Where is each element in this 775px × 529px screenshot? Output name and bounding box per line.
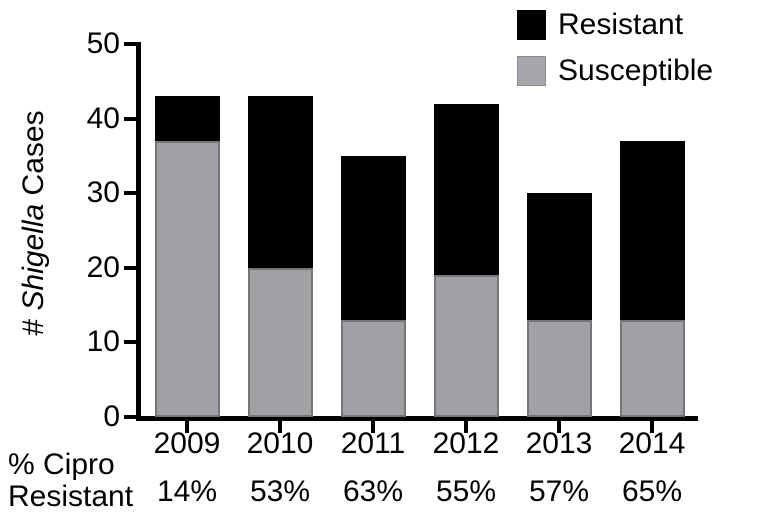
x-tick-2011: [371, 421, 375, 433]
y-tick-label-20: 20: [86, 250, 120, 284]
resistant-swatch-icon: [517, 10, 546, 40]
y-tick-label-50: 50: [86, 27, 120, 60]
susceptible-swatch-icon: [517, 56, 546, 86]
legend: Resistant Susceptible: [517, 2, 713, 94]
bar-2014-susceptible-segment: [619, 320, 685, 417]
bar-2010-susceptible-segment: [247, 267, 313, 417]
bar-2013-resistant-segment: [526, 193, 592, 320]
x-tick-label-2012: 2012: [432, 427, 500, 460]
y-tick-10: [124, 340, 138, 345]
pct-label-2010: 53%: [249, 475, 311, 508]
pct-label-2013: 57%: [528, 475, 590, 508]
bar-2010-resistant-segment: [247, 96, 313, 268]
pct-label-2009: 14%: [156, 475, 218, 508]
legend-item-susceptible: Susceptible: [517, 48, 713, 94]
y-tick-0: [124, 415, 138, 419]
legend-item-resistant: Resistant: [517, 2, 713, 48]
bar-2009-susceptible-segment: [154, 140, 220, 417]
y-axis-title: # Shigella Cases: [17, 110, 51, 335]
y-tick-50: [124, 42, 138, 46]
legend-label-resistant: Resistant: [558, 8, 684, 41]
bar-2013-susceptible-segment: [526, 320, 592, 417]
x-tick-2009: [185, 421, 189, 433]
x-tick-label-2009: 2009: [153, 427, 221, 460]
bar-2012-susceptible-segment: [433, 275, 499, 417]
y-tick-30: [124, 191, 138, 196]
y-tick-label-30: 30: [86, 176, 120, 210]
x-axis-note-line1: % Cipro: [8, 448, 115, 481]
y-tick-40: [124, 116, 138, 121]
x-tick-2012: [464, 421, 468, 433]
x-tick-2010: [278, 421, 282, 433]
bar-2012-resistant-segment: [433, 103, 499, 276]
x-axis-note-line2: Resistant: [8, 480, 134, 513]
x-tick-2013: [557, 421, 561, 433]
x-tick-2014: [650, 421, 654, 433]
x-axis-note: % Cipro Resistant: [8, 449, 133, 513]
bar-2011-susceptible-segment: [340, 320, 406, 417]
pct-label-2014: 65%: [621, 475, 683, 508]
x-tick-label-2014: 2014: [618, 427, 686, 460]
x-axis-line: [136, 416, 698, 421]
pct-label-2012: 55%: [435, 475, 497, 508]
x-tick-label-2013: 2013: [525, 427, 593, 460]
y-tick-label-40: 40: [86, 101, 120, 135]
y-tick-label-0: 0: [103, 400, 120, 433]
bar-2009-resistant-segment: [154, 96, 220, 141]
x-tick-label-2010: 2010: [246, 427, 314, 460]
pct-label-2011: 63%: [342, 475, 404, 508]
y-tick-20: [124, 265, 138, 270]
y-tick-label-10: 10: [86, 325, 120, 359]
legend-label-susceptible: Susceptible: [558, 54, 714, 87]
y-axis-line: [136, 42, 141, 421]
x-tick-label-2011: 2011: [340, 427, 406, 460]
bar-2011-resistant-segment: [340, 155, 406, 320]
bar-2014-resistant-segment: [619, 140, 685, 320]
